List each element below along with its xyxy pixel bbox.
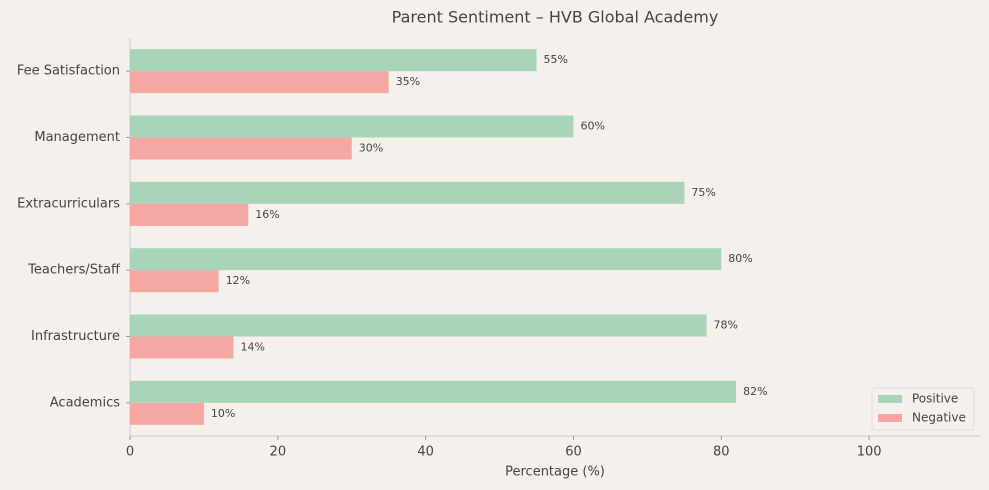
value-label: 16% <box>255 208 279 221</box>
chart-title: Parent Sentiment – HVB Global Academy <box>392 8 719 27</box>
y-tick-label: Extracurriculars <box>17 196 120 211</box>
value-label: 82% <box>743 385 767 398</box>
bar <box>130 314 707 337</box>
y-tick-label: Management <box>34 130 120 145</box>
x-tick-label: 40 <box>417 445 434 460</box>
x-tick-label: 0 <box>126 445 134 460</box>
value-label: 78% <box>714 319 738 332</box>
value-label: 14% <box>240 341 264 354</box>
legend-swatch <box>878 395 902 403</box>
value-label: 30% <box>359 142 383 155</box>
bar <box>130 203 249 226</box>
y-tick-label: Academics <box>50 395 120 410</box>
y-tick-label: Teachers/Staff <box>27 263 121 278</box>
y-tick-label: Fee Satisfaction <box>17 64 120 79</box>
value-label: 75% <box>691 186 715 199</box>
legend-label: Negative <box>912 411 966 425</box>
value-label: 55% <box>544 53 568 66</box>
bar <box>130 336 234 359</box>
value-label: 10% <box>211 407 235 420</box>
bar <box>130 49 537 72</box>
bar <box>130 115 574 138</box>
x-tick-label: 80 <box>713 445 730 460</box>
value-label: 60% <box>580 120 604 133</box>
bar <box>130 137 352 160</box>
bar <box>130 181 685 204</box>
x-axis-label: Percentage (%) <box>505 465 605 480</box>
bar <box>130 248 722 271</box>
value-label: 12% <box>226 274 250 287</box>
x-tick-label: 100 <box>857 445 882 460</box>
value-label: 35% <box>396 75 420 88</box>
value-label: 80% <box>728 252 752 265</box>
x-tick-label: 20 <box>270 445 287 460</box>
bar <box>130 380 737 403</box>
legend-label: Positive <box>912 392 958 406</box>
x-tick-label: 60 <box>565 445 582 460</box>
y-tick-label: Infrastructure <box>31 329 120 344</box>
bar <box>130 270 219 293</box>
legend-swatch <box>878 414 902 422</box>
bar <box>130 402 204 425</box>
bar <box>130 71 389 94</box>
